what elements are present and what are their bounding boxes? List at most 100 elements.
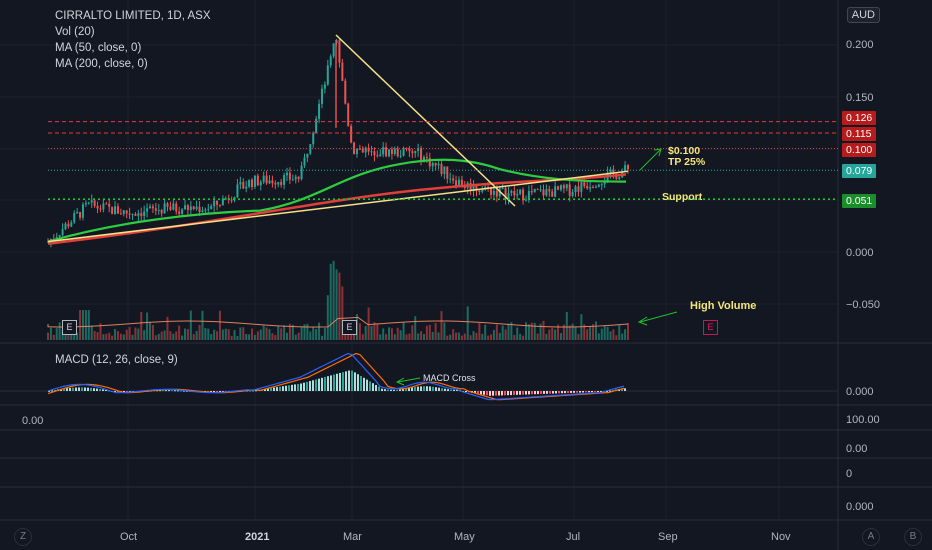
macd-histogram-bar	[357, 374, 359, 391]
candle-body	[178, 211, 181, 214]
earnings-badge-upcoming[interactable]: E	[703, 320, 718, 335]
candle-body	[204, 209, 207, 211]
price-tag-resistance-1: 0.126	[842, 111, 877, 125]
macd-histogram-bar	[555, 391, 557, 394]
macd-histogram-bar	[315, 379, 317, 391]
candle-body	[318, 103, 321, 119]
volume-bar	[178, 325, 181, 340]
candle-body	[154, 208, 157, 211]
volume-bar	[472, 331, 475, 340]
volume-bar	[417, 333, 420, 340]
volume-bar	[175, 331, 178, 340]
macd-histogram-bar	[531, 391, 533, 395]
target-pct-note[interactable]: TP 25%	[668, 156, 706, 168]
macd-histogram-bar	[279, 386, 281, 391]
price-tag-support: 0.051	[842, 194, 877, 208]
currency-button[interactable]: AUD	[846, 7, 880, 23]
volume-bar	[545, 333, 548, 340]
volume-bar	[210, 334, 213, 340]
macd-histogram-bar	[621, 388, 623, 391]
zoom-reset-button[interactable]: Z	[14, 528, 32, 546]
volume-bar	[119, 333, 122, 340]
auto-scale-button[interactable]: A	[862, 528, 880, 546]
candle-body	[594, 186, 597, 188]
volume-bar	[76, 332, 79, 340]
volume-bar	[370, 325, 373, 340]
macd-legend[interactable]: MACD (12, 26, close, 9)	[55, 354, 178, 366]
candle-body	[618, 177, 621, 179]
candle-body	[431, 163, 434, 167]
candle-body	[114, 206, 117, 214]
macd-histogram-bar	[378, 386, 380, 391]
volume-bar	[268, 329, 271, 340]
macd-cross-note[interactable]: MACD Cross	[423, 373, 476, 383]
candle-body	[379, 154, 382, 156]
candle-body	[216, 200, 219, 205]
candle-body	[256, 175, 259, 186]
volume-bar	[621, 333, 624, 340]
macd-histogram-bar	[564, 391, 566, 394]
volume-bar	[603, 325, 606, 340]
volume-bar	[84, 310, 87, 340]
candle-body	[253, 175, 256, 187]
earnings-badge[interactable]: E	[342, 320, 357, 335]
volume-bar	[577, 334, 580, 340]
volume-bar	[125, 329, 128, 340]
volume-bar	[312, 327, 315, 340]
volume-bar	[586, 329, 589, 340]
date-label-jul: Jul	[566, 531, 581, 543]
macd-histogram-bar	[480, 391, 482, 395]
volume-bar	[303, 324, 306, 340]
candle-body	[291, 179, 294, 181]
candle-body	[524, 199, 527, 201]
candle-body	[192, 206, 195, 210]
ma-slow-legend[interactable]: MA (200, close, 0)	[55, 58, 148, 70]
b-scale-button[interactable]: B	[904, 528, 922, 546]
candle-body	[452, 178, 455, 181]
candle-body	[309, 144, 312, 154]
candle-body	[370, 151, 373, 153]
macd-histogram-bar	[207, 391, 209, 392]
macd-histogram-bar	[384, 389, 386, 391]
candle-body	[434, 163, 437, 166]
volume-bar	[379, 334, 382, 340]
volume-legend[interactable]: Vol (20)	[55, 26, 95, 38]
candle-body	[90, 200, 93, 203]
target-price-note[interactable]: $0.100	[668, 145, 701, 157]
volume-bar	[536, 333, 539, 340]
macd-histogram-bar	[213, 391, 215, 392]
volume-bar	[422, 334, 425, 340]
candle-body	[490, 188, 493, 195]
high-volume-note[interactable]: High Volume	[690, 300, 757, 312]
macd-histogram-bar	[369, 381, 371, 391]
candle-body	[341, 62, 344, 81]
volume-bar	[487, 335, 490, 340]
macd-histogram-bar	[393, 389, 395, 391]
volume-bar	[198, 324, 201, 340]
candle-body	[612, 169, 615, 174]
macd-histogram-bar	[105, 389, 107, 391]
macd-histogram-bar	[432, 386, 434, 391]
macd-histogram-bar	[297, 383, 299, 391]
candle-body	[460, 179, 463, 187]
lower-tick: 0	[846, 468, 853, 480]
candle-body	[344, 80, 347, 104]
volume-bar	[562, 324, 565, 340]
candle-body	[213, 200, 216, 207]
earnings-badge[interactable]: E	[62, 320, 77, 335]
macd-histogram-bar	[543, 391, 545, 394]
symbol-legend[interactable]: CIRRALTO LIMITED, 1D, ASX	[55, 10, 211, 22]
candle-body	[181, 209, 184, 214]
macd-histogram-bar	[495, 391, 497, 396]
macd-histogram-bar	[102, 389, 104, 391]
candle-body	[417, 147, 420, 152]
ma-fast-legend[interactable]: MA (50, close, 0)	[55, 42, 142, 54]
volume-bar	[183, 328, 186, 340]
candle-body	[300, 165, 303, 180]
macd-histogram-bar	[408, 388, 410, 391]
volume-bar	[154, 335, 157, 340]
volume-bar	[484, 324, 487, 340]
support-note[interactable]: Support	[662, 191, 703, 203]
volume-bar	[388, 327, 391, 340]
